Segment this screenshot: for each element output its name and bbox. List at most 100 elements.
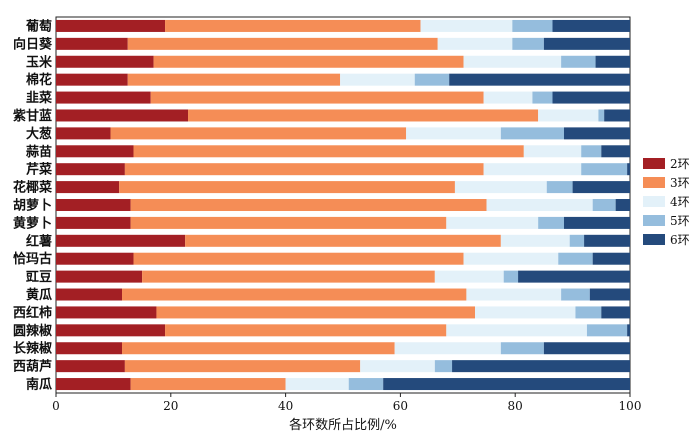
legend-swatch (643, 234, 665, 245)
category-label: 西红柿 (13, 305, 52, 321)
bar-segment-7-series-1 (56, 127, 111, 140)
bar-segment-4-series-3 (340, 73, 415, 86)
bar-segment-18-series-5 (627, 324, 630, 337)
bar-segment-19-series-3 (394, 342, 501, 355)
bar-segment-10-series-1 (56, 181, 120, 194)
bar-segment-6-series-4 (598, 109, 605, 122)
category-label: 南瓜 (26, 377, 52, 393)
category-label: 棉花 (26, 72, 52, 88)
bar-segment-7-series-2 (110, 127, 407, 140)
category-label: 紫甘蓝 (13, 108, 52, 124)
bar-segment-15-series-4 (503, 270, 519, 283)
legend-swatch (643, 215, 665, 226)
bar-segment-21-series-3 (285, 378, 349, 391)
bar-segment-14-series-2 (133, 252, 464, 265)
bar-segment-21-series-4 (348, 378, 384, 391)
bar-segment-12-series-4 (538, 216, 564, 229)
bar-segment-2-series-4 (512, 37, 544, 50)
bars-group (56, 19, 630, 391)
legend-label: 2环 (670, 157, 690, 171)
category-label: 蒜苗 (26, 144, 52, 160)
bar-segment-17-series-4 (575, 306, 602, 319)
bar-segment-20-series-3 (360, 360, 435, 373)
legend-swatch (643, 158, 665, 169)
bar-segment-2-series-5 (543, 37, 630, 50)
legend-swatch (643, 196, 665, 207)
x-axis-title: 各环数所占比例/% (289, 417, 397, 433)
bar-segment-17-series-3 (475, 306, 576, 319)
bar-segment-1-series-3 (420, 19, 513, 32)
bar-segment-16-series-1 (56, 288, 123, 301)
bar-segment-8-series-4 (581, 145, 602, 158)
bar-segment-20-series-4 (434, 360, 453, 373)
bar-segment-19-series-4 (500, 342, 544, 355)
bar-segment-19-series-2 (122, 342, 395, 355)
bar-segment-9-series-1 (56, 163, 125, 176)
bar-segment-18-series-1 (56, 324, 166, 337)
bar-segment-5-series-2 (150, 91, 484, 104)
bar-segment-16-series-2 (122, 288, 467, 301)
bar-segment-17-series-1 (56, 306, 157, 319)
bar-segment-3-series-2 (153, 55, 464, 68)
bar-segment-13-series-2 (185, 234, 501, 247)
bar-segment-14-series-1 (56, 252, 134, 265)
bar-segment-9-series-4 (581, 163, 628, 176)
legend-label: 4环 (670, 195, 690, 209)
bar-segment-2-series-1 (56, 37, 128, 50)
bar-segment-12-series-1 (56, 216, 131, 229)
legend-label: 3环 (670, 176, 690, 190)
bar-segment-14-series-4 (558, 252, 593, 265)
bar-segment-10-series-5 (572, 181, 630, 194)
bar-segment-1-series-1 (56, 19, 166, 32)
bar-segment-15-series-1 (56, 270, 143, 283)
bar-segment-11-series-1 (56, 199, 131, 211)
category-label: 韭菜 (26, 90, 52, 106)
bar-segment-11-series-2 (130, 199, 487, 211)
x-tick-label: 0 (52, 399, 60, 413)
category-label: 芹菜 (26, 162, 52, 178)
bar-segment-4-series-5 (449, 73, 630, 86)
bar-segment-7-series-5 (563, 127, 630, 140)
bar-segment-9-series-2 (124, 163, 484, 176)
legend-label: 6环 (670, 233, 690, 247)
legend: 2环 3环 4环 5环 6环 (643, 157, 690, 247)
bar-segment-11-series-5 (615, 199, 630, 211)
bar-segment-7-series-3 (406, 127, 501, 140)
category-label: 向日葵 (13, 36, 53, 52)
bar-segment-3-series-3 (463, 55, 562, 68)
x-tick-label: 60 (393, 399, 408, 413)
bar-segment-7-series-4 (500, 127, 564, 140)
bar-segment-13-series-5 (584, 234, 630, 247)
bar-segment-14-series-5 (592, 252, 630, 265)
category-label: 黄瓜 (26, 287, 52, 303)
bar-segment-2-series-3 (437, 37, 513, 50)
bar-segment-4-series-1 (56, 73, 128, 86)
bar-segment-21-series-2 (130, 378, 286, 391)
bar-segment-15-series-5 (518, 270, 630, 283)
bar-segment-12-series-3 (446, 216, 539, 229)
bar-segment-2-series-2 (127, 37, 438, 50)
bar-segment-4-series-4 (414, 73, 450, 86)
bar-segment-20-series-1 (56, 360, 125, 373)
legend-label: 5环 (670, 214, 690, 228)
bar-segment-5-series-1 (56, 91, 151, 104)
category-label: 长辣椒 (13, 341, 52, 357)
bar-segment-21-series-5 (383, 378, 630, 391)
bar-segment-18-series-4 (586, 324, 628, 337)
bar-segment-14-series-3 (463, 252, 559, 265)
x-tick-label: 100 (619, 399, 642, 413)
bar-segment-13-series-4 (569, 234, 585, 247)
bar-segment-18-series-2 (165, 324, 447, 337)
bar-segment-5-series-4 (532, 91, 553, 104)
x-tick-label: 20 (163, 399, 178, 413)
category-label: 恰玛古 (13, 251, 52, 267)
bar-segment-6-series-3 (538, 109, 599, 122)
category-label: 大葱 (26, 126, 52, 142)
bar-segment-15-series-3 (434, 270, 504, 283)
category-label: 葡萄 (25, 18, 52, 34)
bar-segment-21-series-1 (56, 378, 131, 391)
category-labels: 葡萄向日葵玉米棉花韭菜紫甘蓝大葱蒜苗芹菜花椰菜胡萝卜黄萝卜红薯恰玛古豇豆黄瓜西红… (13, 18, 53, 392)
x-axis: 0 20 40 60 80 100 (52, 393, 641, 413)
bar-segment-20-series-5 (452, 360, 630, 373)
bar-segment-16-series-5 (589, 288, 630, 301)
